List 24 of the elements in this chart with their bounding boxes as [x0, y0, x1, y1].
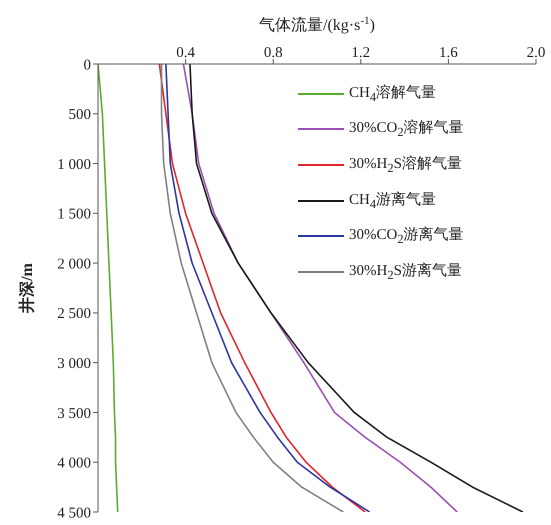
x-tick-label: 0.4 — [176, 45, 196, 61]
y-tick-label: 2 000 — [57, 256, 91, 272]
x-tick-label: 1.6 — [439, 45, 458, 61]
legend-label: 30%CO$_{2}$游离气量 — [349, 225, 464, 248]
y-tick-label: 3 500 — [57, 406, 91, 422]
y-tick-label: 0 — [84, 57, 91, 74]
y-tick-label: 2 500 — [57, 306, 91, 322]
x-axis-title: 气体流量/(kg·s$^{-1}$) — [259, 15, 375, 34]
x-tick-label: 0.8 — [264, 45, 283, 61]
y-tick-label: 500 — [68, 107, 91, 124]
legend-label: 30%CO$_{2}$溶解气量 — [349, 118, 464, 140]
legend-label: CH$_{4}$游离气量 — [349, 190, 436, 212]
x-tick-label: 2.0 — [526, 45, 546, 61]
y-tick-label: 3 000 — [57, 356, 91, 372]
y-tick-label: 1 000 — [57, 156, 91, 173]
y-tick-label: 4 000 — [57, 456, 91, 472]
y-axis-title: 井深/m — [18, 262, 36, 314]
legend-label: 30%H$_{2}$S溶解气量 — [349, 154, 462, 176]
legend-label: CH$_{4}$溶解气量 — [349, 83, 436, 105]
line-series — [189, 64, 524, 512]
y-tick-label: 4 500 — [57, 505, 91, 522]
x-tick-label: 1.2 — [351, 45, 370, 61]
y-tick-label: 1 500 — [57, 206, 91, 223]
legend-label: 30%H$_{2}$S游离气量 — [349, 261, 462, 283]
